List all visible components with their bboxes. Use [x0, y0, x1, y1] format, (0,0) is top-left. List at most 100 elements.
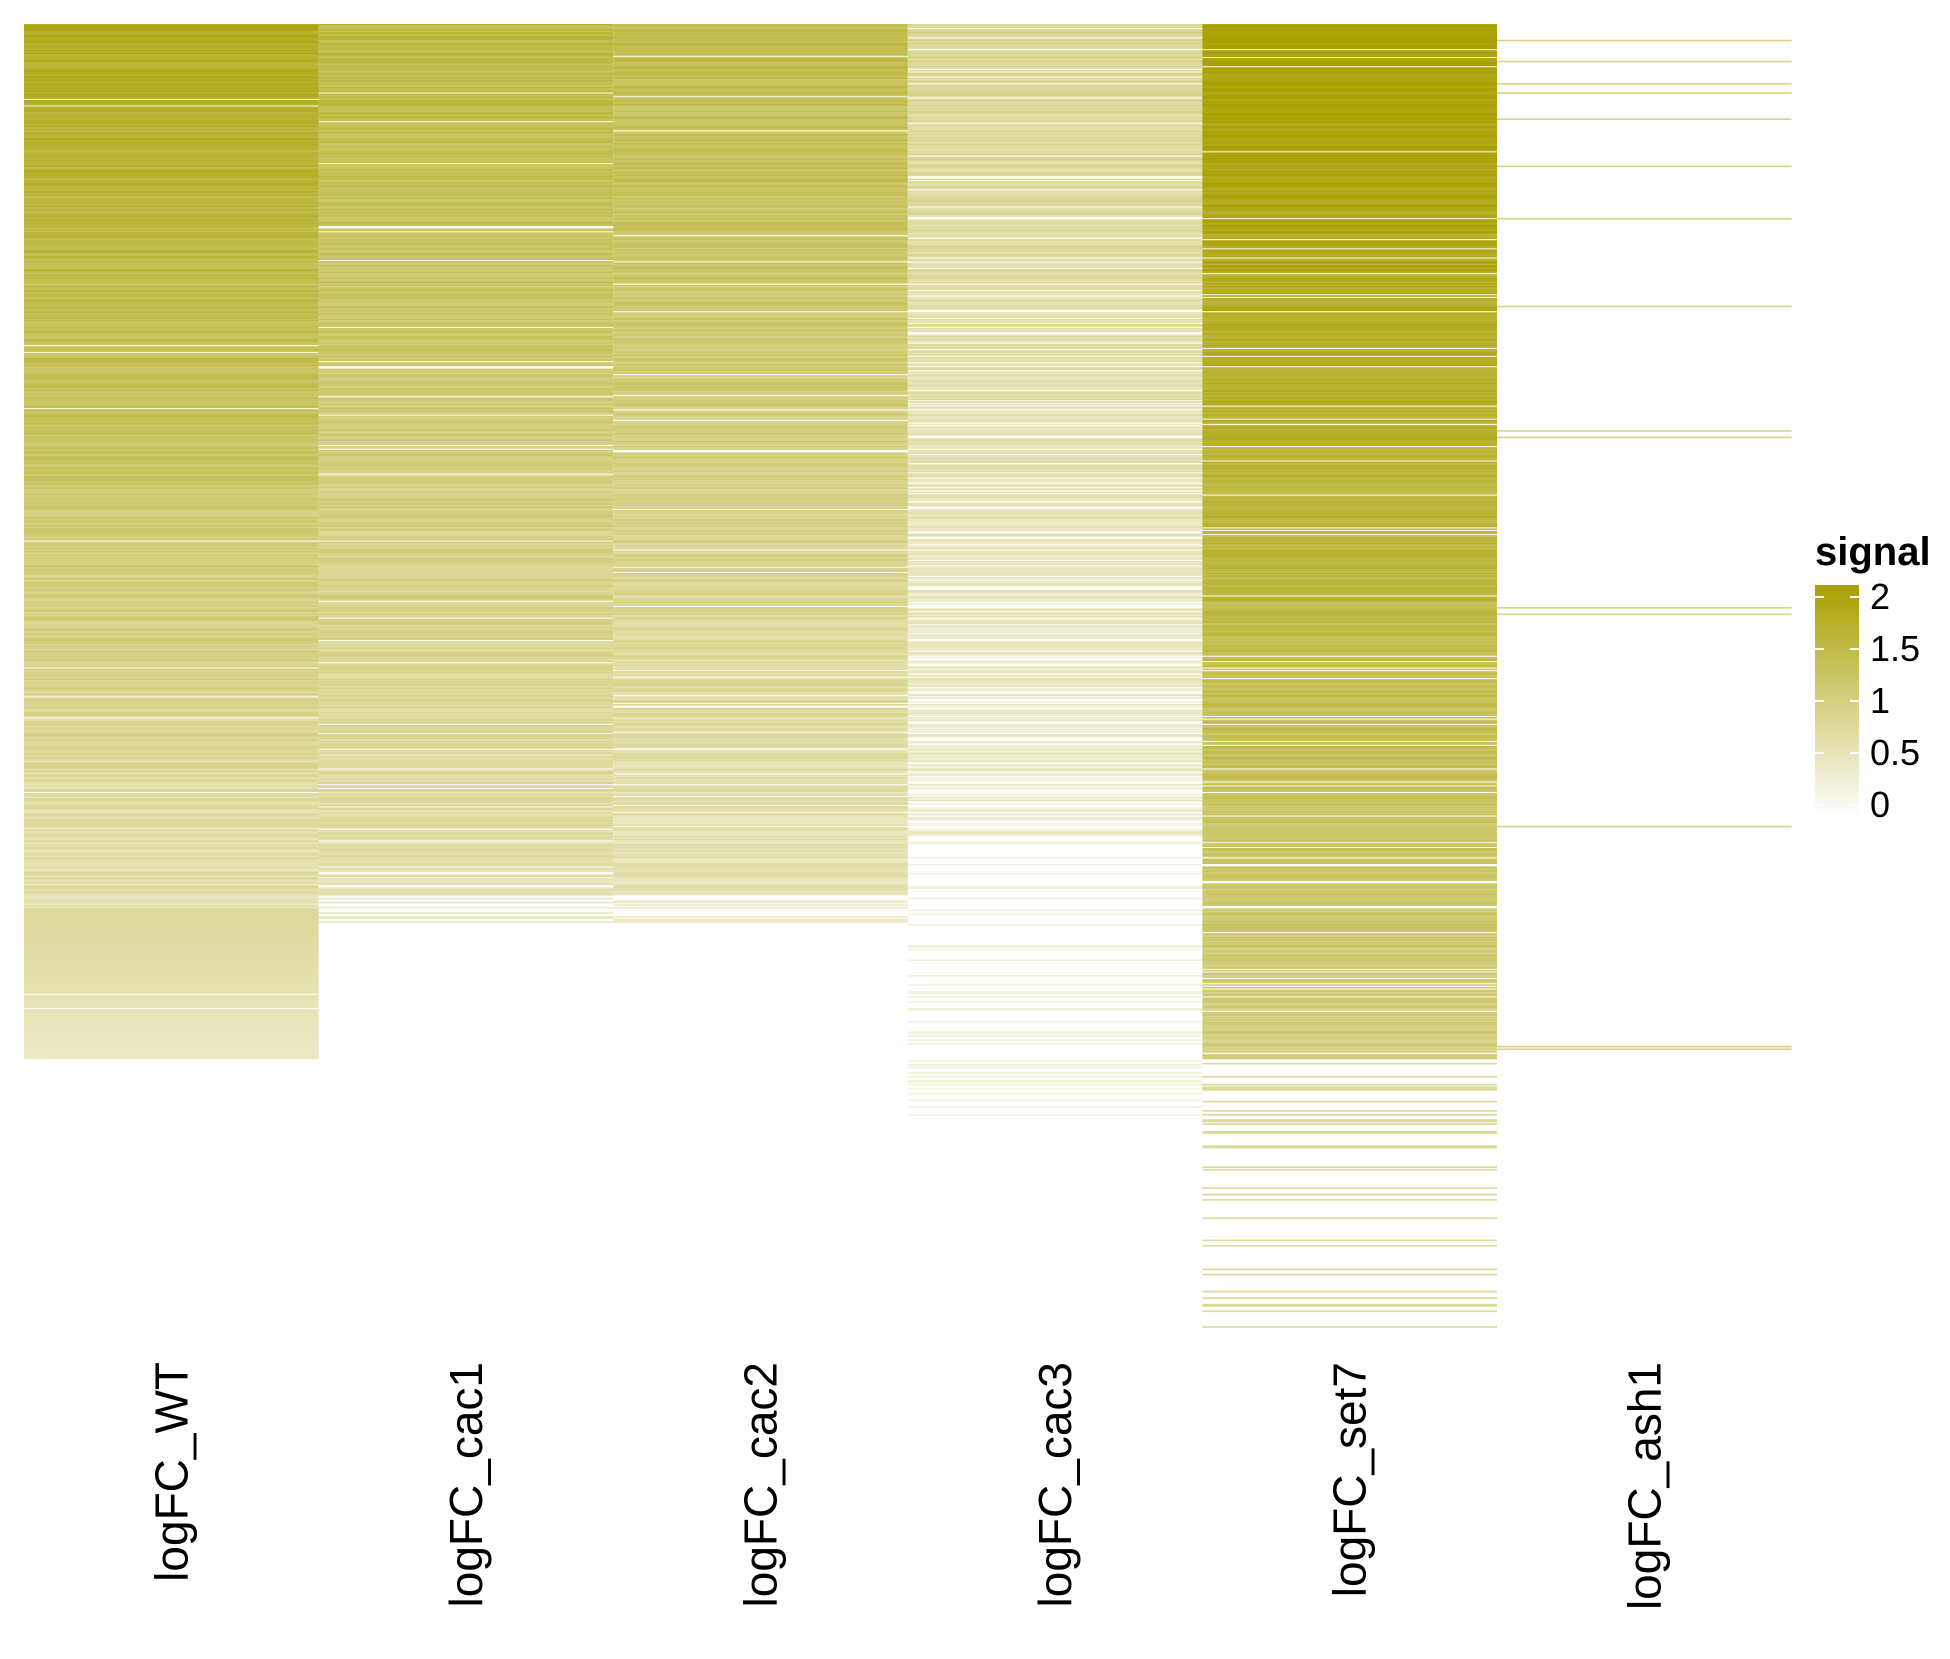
heatmap-cell: [1202, 47, 1497, 50]
heatmap-cell: [1202, 722, 1497, 724]
heatmap-cell: [907, 592, 1203, 595]
heatmap-cell: [318, 29, 614, 31]
heatmap-cell: [907, 1001, 1203, 1003]
heatmap-cell: [907, 428, 1203, 431]
heatmap-cell: [1202, 482, 1497, 485]
heatmap-cell: [318, 44, 614, 47]
heatmap-cell: [24, 550, 319, 553]
heatmap-cell: [613, 101, 908, 103]
heatmap-cell: [24, 899, 319, 901]
heatmap-cell: [613, 224, 908, 227]
heatmap-cell: [24, 952, 319, 955]
heatmap-cell: [613, 863, 908, 866]
heatmap-cell: [907, 1092, 1203, 1095]
heatmap-cell: [907, 975, 1203, 977]
heatmap-cell: [613, 880, 908, 883]
heatmap-cell: [318, 622, 614, 625]
heatmap-cell: [24, 900, 319, 903]
heatmap-cell: [907, 679, 1203, 681]
heatmap-cell: [907, 794, 1203, 796]
heatmap-cell: [613, 829, 908, 832]
heatmap-cell: [318, 720, 614, 723]
heatmap-cell: [907, 749, 1203, 752]
heatmap-cell: [24, 647, 319, 650]
heatmap-cell: [1202, 240, 1497, 242]
heatmap-cell: [24, 120, 319, 123]
heatmap-cell: [1202, 707, 1497, 710]
heatmap-cell: [613, 609, 908, 612]
heatmap-cell: [1202, 444, 1497, 447]
heatmap-cell: [613, 482, 908, 485]
heatmap-cell: [1202, 647, 1497, 650]
heatmap-cell: [907, 93, 1203, 96]
heatmap-cell: [613, 435, 908, 437]
heatmap-cell: [24, 542, 319, 545]
heatmap-cell: [613, 169, 908, 172]
heatmap-cell: [613, 707, 908, 710]
heatmap-cell: [613, 194, 908, 196]
heatmap-cell: [613, 107, 908, 110]
heatmap-cell: [318, 686, 614, 689]
heatmap-cell: [24, 827, 319, 829]
heatmap-cell: [318, 718, 614, 720]
heatmap-cell: [24, 944, 319, 947]
heatmap-cell: [24, 170, 319, 173]
heatmap-cell: [613, 688, 908, 690]
heatmap-cell: [24, 434, 319, 436]
heatmap-cell: [318, 89, 614, 92]
heatmap-cell: [613, 314, 908, 317]
heatmap-cell: [1202, 160, 1497, 162]
heatmap-cell: [1202, 147, 1497, 149]
heatmap-cell: [318, 682, 614, 685]
heatmap-cell: [613, 295, 908, 297]
heatmap-cell: [24, 458, 319, 461]
heatmap-cell: [613, 655, 908, 658]
heatmap-cell: [613, 499, 908, 502]
heatmap-cell: [1202, 448, 1497, 451]
heatmap-cell: [613, 158, 908, 161]
heatmap-cell: [1202, 314, 1497, 317]
heatmap-cell: [907, 72, 1203, 75]
heatmap-cell: [1202, 753, 1497, 756]
heatmap-cell: [613, 113, 908, 115]
heatmap-cell: [907, 495, 1203, 498]
heatmap-cell: [1202, 223, 1497, 225]
heatmap-cell: [24, 80, 319, 82]
heatmap-cell: [907, 761, 1203, 764]
heatmap-cell: [1202, 1035, 1497, 1037]
heatmap-cell: [1202, 453, 1497, 456]
heatmap-cell: [613, 658, 908, 660]
heatmap-cell: [1202, 578, 1497, 580]
heatmap-cell: [1202, 710, 1497, 713]
heatmap-cell: [613, 770, 908, 773]
heatmap-cell: [24, 745, 319, 748]
heatmap-cell: [318, 618, 614, 621]
heatmap-cell: [318, 608, 614, 610]
heatmap-cell: [318, 574, 614, 576]
heatmap-cell: [907, 489, 1203, 491]
heatmap-cell: [1202, 1166, 1497, 1168]
heatmap-cell: [1202, 870, 1497, 872]
heatmap-cell: [907, 80, 1203, 82]
heatmap-cell: [907, 44, 1203, 47]
heatmap-cell: [907, 524, 1203, 527]
heatmap-cell: [613, 97, 908, 100]
heatmap-cell: [907, 641, 1203, 643]
heatmap-cell: [24, 132, 319, 135]
heatmap-cell: [24, 472, 319, 474]
heatmap-cell: [24, 327, 319, 330]
heatmap-cell: [318, 882, 614, 884]
heatmap-cell: [318, 702, 614, 705]
heatmap-cell: [613, 893, 908, 896]
heatmap-cell: [1202, 304, 1497, 306]
heatmap-cell: [907, 397, 1203, 400]
heatmap-cell: [1202, 736, 1497, 739]
heatmap-cell: [1202, 634, 1497, 637]
heatmap-cell: [24, 786, 319, 789]
heatmap-cell: [318, 449, 614, 452]
heatmap-cell: [1202, 452, 1497, 455]
heatmap-cell: [907, 291, 1203, 293]
column-labels: logFC_WT logFC_cac1 logFC_cac2 logFC_cac3 lo…: [145, 1362, 1670, 1610]
heatmap-cell: [907, 461, 1203, 464]
heatmap-cell: [1202, 1014, 1497, 1017]
